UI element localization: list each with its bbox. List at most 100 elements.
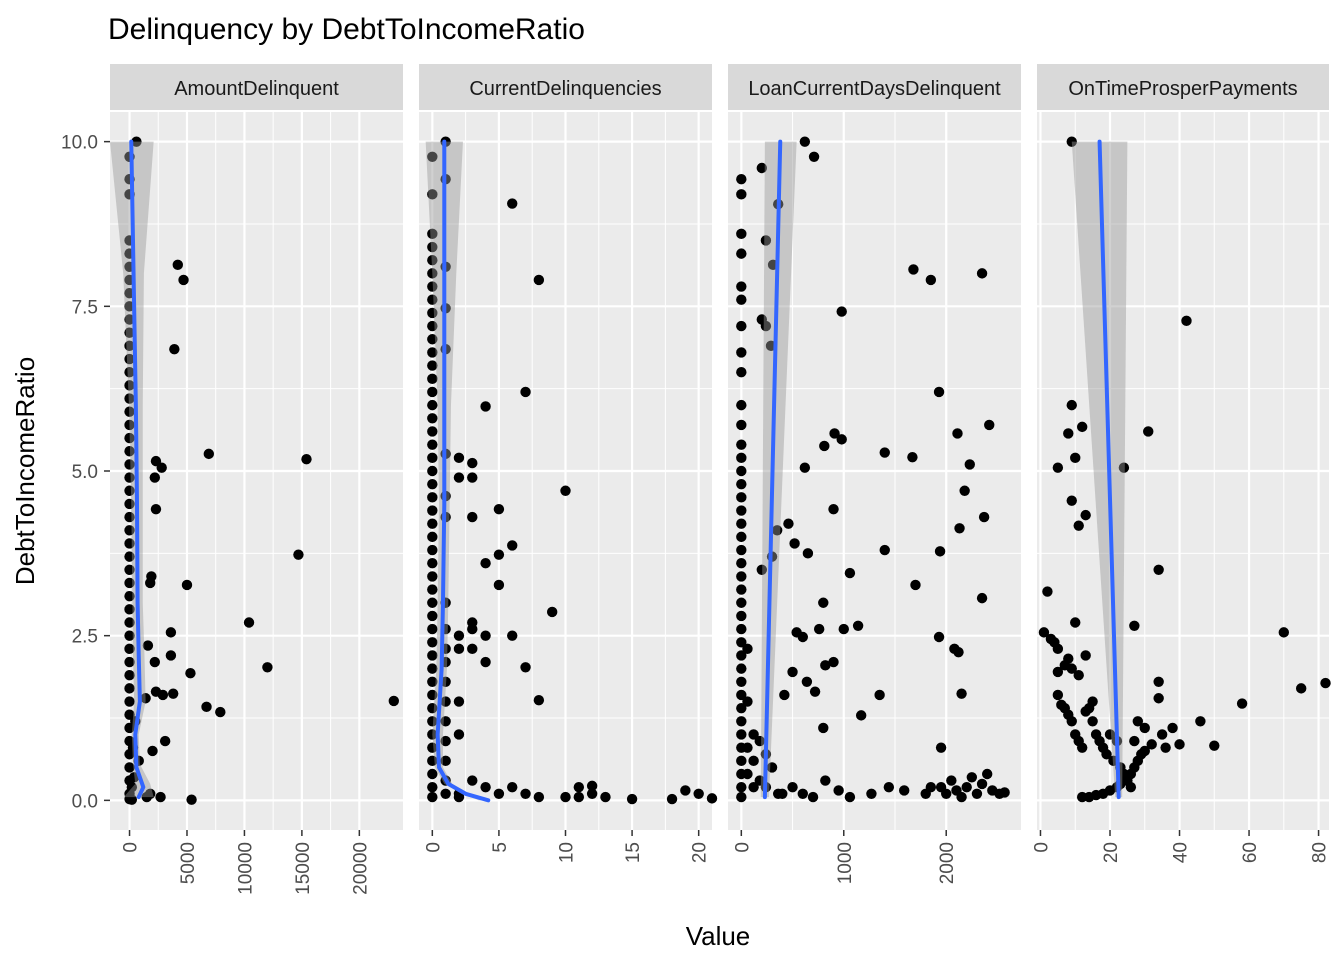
data-point — [427, 413, 438, 424]
data-point — [124, 314, 135, 325]
smooth-line — [762, 139, 783, 800]
data-point — [156, 462, 167, 473]
data-point — [520, 662, 531, 673]
data-point — [124, 327, 135, 338]
data-point — [440, 788, 451, 799]
data-point — [736, 637, 747, 648]
data-point — [427, 650, 438, 661]
data-point — [910, 579, 921, 591]
data-point — [427, 781, 438, 793]
data-point — [760, 235, 772, 246]
data-point — [427, 255, 438, 266]
data-point — [507, 540, 518, 551]
data-point — [818, 722, 829, 734]
data-point — [388, 695, 400, 707]
data-point — [802, 548, 814, 559]
data-point — [1153, 676, 1164, 687]
data-point — [124, 590, 135, 602]
data-point — [756, 564, 768, 576]
data-point — [1320, 677, 1331, 689]
data-point — [820, 660, 831, 671]
data-point — [956, 791, 967, 803]
data-point — [953, 646, 964, 658]
data-point — [736, 729, 747, 740]
data-point — [736, 650, 747, 661]
data-point — [899, 785, 910, 796]
data-point — [756, 162, 768, 174]
data-point — [159, 735, 171, 747]
data-point — [736, 663, 747, 674]
data-point — [480, 656, 491, 668]
data-point — [736, 597, 747, 608]
data-point — [427, 729, 438, 740]
facet-LoanCurrentDaysDelinquent: LoanCurrentDaysDelinquent 0 1000 2000 — [728, 64, 1021, 884]
data-point — [427, 452, 438, 464]
data-point — [866, 788, 877, 799]
data-point — [1125, 781, 1137, 793]
data-point — [777, 788, 788, 799]
data-point — [933, 386, 945, 398]
facet-CurrentDelinquencies: CurrentDelinquencies 0 5 10 15 20 — [419, 64, 718, 863]
data-point — [427, 228, 438, 240]
y-tick-label: 10.0 — [61, 133, 98, 154]
data-point — [1174, 739, 1185, 750]
data-point — [467, 643, 478, 655]
data-point — [141, 791, 152, 803]
data-point — [124, 432, 135, 444]
data-point — [427, 689, 438, 701]
data-point — [427, 268, 438, 279]
data-point — [1236, 698, 1248, 709]
data-point — [736, 478, 747, 490]
data-point — [1070, 617, 1081, 628]
data-point — [124, 472, 135, 483]
data-point — [480, 630, 491, 641]
data-point — [1076, 421, 1088, 433]
data-point — [1139, 745, 1150, 757]
data-point — [1139, 722, 1150, 734]
data-point — [1087, 716, 1098, 727]
data-point — [573, 781, 585, 793]
data-point — [787, 666, 798, 678]
data-point — [520, 788, 531, 799]
data-point — [453, 452, 465, 464]
data-point — [1042, 586, 1053, 597]
data-point — [467, 472, 478, 483]
data-point — [124, 459, 135, 470]
data-point — [124, 511, 135, 523]
data-point — [999, 787, 1010, 798]
data-point — [742, 696, 753, 707]
data-point — [736, 571, 747, 582]
data-point — [1209, 740, 1220, 751]
data-point — [124, 366, 135, 378]
facet-strip-label: LoanCurrentDaysDelinquent — [748, 78, 1001, 100]
data-point — [748, 755, 759, 767]
data-point — [742, 643, 753, 655]
data-point — [427, 791, 438, 803]
data-point — [626, 793, 638, 805]
data-point — [978, 511, 990, 523]
data-point — [1052, 643, 1064, 655]
data-point — [1066, 716, 1077, 727]
data-point — [1066, 399, 1077, 411]
data-point — [1083, 702, 1095, 714]
data-point — [427, 478, 438, 490]
data-point — [493, 788, 505, 799]
data-point — [1156, 729, 1168, 740]
data-point — [736, 173, 747, 185]
data-point — [736, 294, 747, 305]
data-point — [809, 686, 821, 697]
data-point — [838, 623, 849, 635]
data-point — [976, 778, 988, 790]
data-point — [167, 688, 179, 699]
data-point — [736, 689, 747, 701]
data-point — [1052, 462, 1064, 473]
data-point — [1073, 520, 1084, 531]
x-axis-title: Value — [686, 921, 751, 951]
data-point — [427, 531, 438, 543]
x-tick-label: 1000 — [835, 842, 856, 884]
data-point — [186, 794, 197, 805]
data-point — [808, 151, 820, 162]
data-point — [124, 446, 135, 457]
data-point — [427, 584, 438, 595]
